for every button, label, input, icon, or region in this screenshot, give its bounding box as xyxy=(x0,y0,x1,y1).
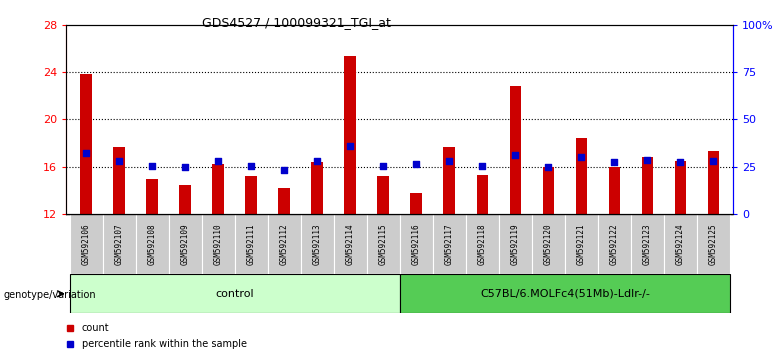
Text: GSM592118: GSM592118 xyxy=(478,223,487,265)
Bar xyxy=(433,214,466,274)
Point xyxy=(674,159,686,165)
Text: GSM592106: GSM592106 xyxy=(82,223,90,265)
Point xyxy=(575,154,587,160)
Bar xyxy=(168,214,202,274)
Bar xyxy=(509,86,521,214)
Bar xyxy=(334,214,367,274)
Bar xyxy=(179,184,191,214)
Bar xyxy=(697,214,730,274)
Point xyxy=(146,163,158,169)
Text: GSM592124: GSM592124 xyxy=(676,223,685,265)
Bar xyxy=(268,214,301,274)
Text: GSM592110: GSM592110 xyxy=(214,223,222,265)
Bar xyxy=(367,214,399,274)
Bar xyxy=(466,214,498,274)
Bar xyxy=(212,165,224,214)
Bar xyxy=(69,274,399,313)
Point xyxy=(245,163,257,169)
Point xyxy=(443,158,456,164)
Bar xyxy=(477,175,488,214)
Point xyxy=(707,158,720,164)
Bar xyxy=(311,162,323,214)
Bar xyxy=(113,147,125,214)
Bar xyxy=(399,274,730,313)
Text: GDS4527 / 100099321_TGI_at: GDS4527 / 100099321_TGI_at xyxy=(202,16,391,29)
Bar xyxy=(675,161,686,214)
Bar xyxy=(80,74,92,214)
Text: control: control xyxy=(215,289,254,299)
Bar xyxy=(631,214,664,274)
Point xyxy=(344,143,356,148)
Text: GSM592125: GSM592125 xyxy=(709,223,718,265)
Point xyxy=(212,158,225,164)
Text: C57BL/6.MOLFc4(51Mb)-Ldlr-/-: C57BL/6.MOLFc4(51Mb)-Ldlr-/- xyxy=(480,289,650,299)
Text: GSM592112: GSM592112 xyxy=(280,223,289,265)
Bar xyxy=(301,214,334,274)
Point xyxy=(608,159,621,165)
Point xyxy=(278,167,290,173)
Bar xyxy=(642,157,653,214)
Bar xyxy=(532,214,565,274)
Text: GSM592108: GSM592108 xyxy=(147,223,157,265)
Text: GSM592120: GSM592120 xyxy=(544,223,553,265)
Bar xyxy=(410,193,422,214)
Bar xyxy=(498,214,532,274)
Bar xyxy=(103,214,136,274)
Text: GSM592123: GSM592123 xyxy=(643,223,652,265)
Bar xyxy=(136,214,168,274)
Point xyxy=(377,163,389,169)
Point xyxy=(542,164,555,170)
Text: percentile rank within the sample: percentile rank within the sample xyxy=(82,339,247,349)
Point xyxy=(410,162,423,167)
Bar xyxy=(69,214,103,274)
Bar xyxy=(576,138,587,214)
Text: GSM592122: GSM592122 xyxy=(610,223,619,265)
Point xyxy=(113,158,126,164)
Bar xyxy=(444,147,455,214)
Text: GSM592109: GSM592109 xyxy=(181,223,190,265)
Point xyxy=(179,164,191,170)
Text: GSM592114: GSM592114 xyxy=(346,223,355,265)
Bar xyxy=(597,214,631,274)
Bar xyxy=(608,167,620,214)
Text: count: count xyxy=(82,322,109,332)
Bar xyxy=(378,176,389,214)
Bar xyxy=(202,214,235,274)
Text: GSM592113: GSM592113 xyxy=(313,223,321,265)
Bar xyxy=(565,214,597,274)
Bar xyxy=(246,176,257,214)
Point xyxy=(509,152,522,158)
Bar xyxy=(235,214,268,274)
Point xyxy=(80,150,92,155)
Bar xyxy=(147,179,158,214)
Bar xyxy=(664,214,697,274)
Point xyxy=(476,163,488,169)
Bar xyxy=(345,56,356,214)
Bar xyxy=(278,188,290,214)
Text: GSM592107: GSM592107 xyxy=(115,223,123,265)
Bar xyxy=(707,152,719,214)
Bar xyxy=(399,214,433,274)
Point xyxy=(311,158,324,164)
Text: GSM592119: GSM592119 xyxy=(511,223,519,265)
Text: genotype/variation: genotype/variation xyxy=(4,290,97,299)
Point xyxy=(641,157,654,162)
Bar xyxy=(543,167,554,214)
Text: GSM592111: GSM592111 xyxy=(246,223,256,265)
Text: GSM592121: GSM592121 xyxy=(577,223,586,265)
Text: GSM592115: GSM592115 xyxy=(379,223,388,265)
Text: GSM592116: GSM592116 xyxy=(412,223,420,265)
Text: GSM592117: GSM592117 xyxy=(445,223,454,265)
